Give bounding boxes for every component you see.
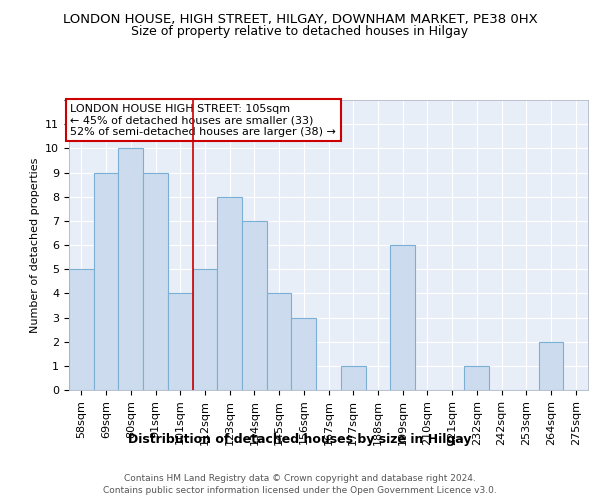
Bar [464,366,489,390]
Bar [390,245,415,390]
Bar [193,269,217,390]
Bar [267,294,292,390]
Text: LONDON HOUSE, HIGH STREET, HILGAY, DOWNHAM MARKET, PE38 0HX: LONDON HOUSE, HIGH STREET, HILGAY, DOWNH… [62,12,538,26]
Bar [168,294,193,390]
Text: Distribution of detached houses by size in Hilgay: Distribution of detached houses by size … [128,432,472,446]
Y-axis label: Number of detached properties: Number of detached properties [30,158,40,332]
Bar [69,269,94,390]
Text: Contains HM Land Registry data © Crown copyright and database right 2024.: Contains HM Land Registry data © Crown c… [124,474,476,483]
Bar [143,172,168,390]
Bar [539,342,563,390]
Bar [94,172,118,390]
Text: Contains public sector information licensed under the Open Government Licence v3: Contains public sector information licen… [103,486,497,495]
Text: LONDON HOUSE HIGH STREET: 105sqm
← 45% of detached houses are smaller (33)
52% o: LONDON HOUSE HIGH STREET: 105sqm ← 45% o… [70,104,336,137]
Bar [292,318,316,390]
Text: Size of property relative to detached houses in Hilgay: Size of property relative to detached ho… [131,25,469,38]
Bar [118,148,143,390]
Bar [341,366,365,390]
Bar [242,221,267,390]
Bar [217,196,242,390]
